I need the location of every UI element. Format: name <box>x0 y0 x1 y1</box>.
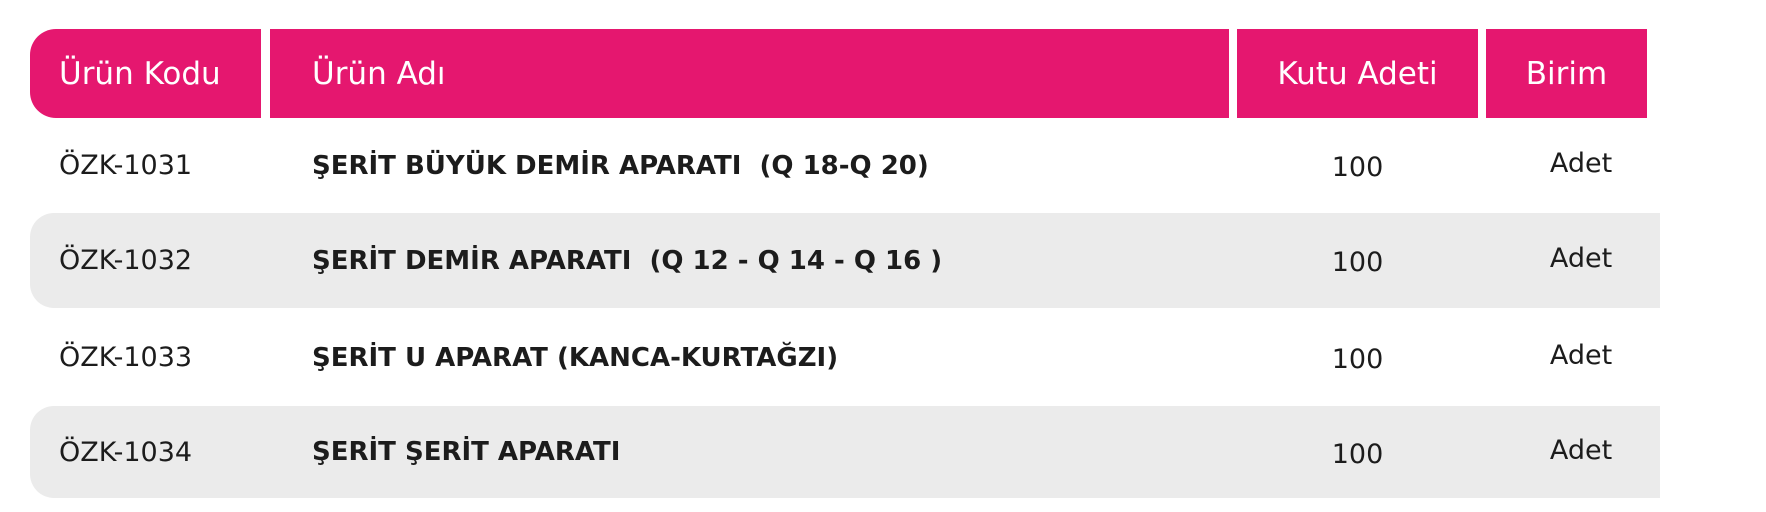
unit: Adet <box>1549 434 1613 466</box>
product-name: ŞERİT U APARAT (KANCA-KURTAĞZI) <box>312 342 839 373</box>
product-name: ŞERİT ŞERİT APARATI <box>312 437 621 467</box>
product-code: ÖZK-1033 <box>59 342 193 373</box>
product-code: ÖZK-1032 <box>59 245 193 276</box>
product-name: ŞERİT BÜYÜK DEMİR APARATI (Q 18-Q 20) <box>312 150 929 181</box>
box-quantity: 100 <box>1331 152 1384 183</box>
product-code: ÖZK-1031 <box>59 150 193 181</box>
box-quantity: 100 <box>1331 438 1384 470</box>
box-quantity: 100 <box>1331 247 1384 278</box>
header-product-code: Ürün Kodu <box>30 29 261 118</box>
header-unit: Birim <box>1486 29 1647 118</box>
unit: Adet <box>1549 243 1613 274</box>
header-box-quantity: Kutu Adeti <box>1237 29 1478 118</box>
product-name: ŞERİT DEMİR APARATI (Q 12 - Q 14 - Q 16 … <box>312 245 943 276</box>
unit: Adet <box>1549 340 1613 371</box>
product-code: ÖZK-1034 <box>59 436 193 468</box>
table-row: ÖZK-1033 ŞERİT U APARAT (KANCA-KURTAĞZI)… <box>30 310 1660 405</box>
unit: Adet <box>1549 148 1613 179</box>
table-row: ÖZK-1034 ŞERİT ŞERİT APARATI 100 Adet <box>30 406 1660 498</box>
box-quantity: 100 <box>1331 344 1384 375</box>
table-row: ÖZK-1031 ŞERİT BÜYÜK DEMİR APARATI (Q 18… <box>30 118 1660 213</box>
table-row: ÖZK-1032 ŞERİT DEMİR APARATI (Q 12 - Q 1… <box>30 213 1660 308</box>
header-product-name: Ürün Adı <box>270 29 1229 118</box>
